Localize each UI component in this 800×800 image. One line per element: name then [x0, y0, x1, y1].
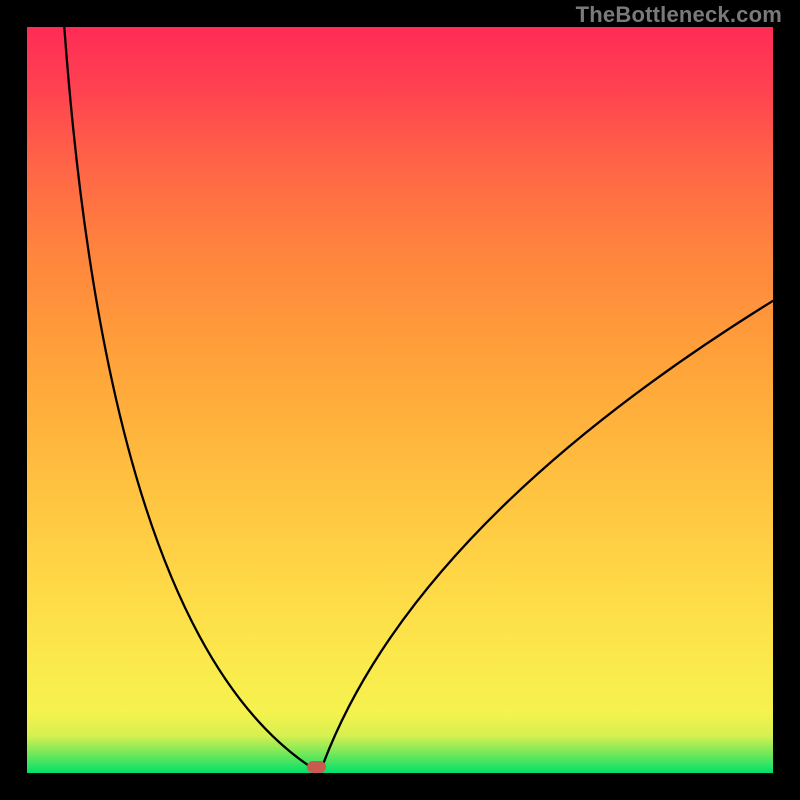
watermark-text: TheBottleneck.com [576, 2, 782, 28]
bottleneck-curve [27, 27, 773, 773]
chart-frame: TheBottleneck.com [0, 0, 800, 800]
minimum-marker [307, 761, 326, 773]
plot-area [27, 27, 773, 773]
